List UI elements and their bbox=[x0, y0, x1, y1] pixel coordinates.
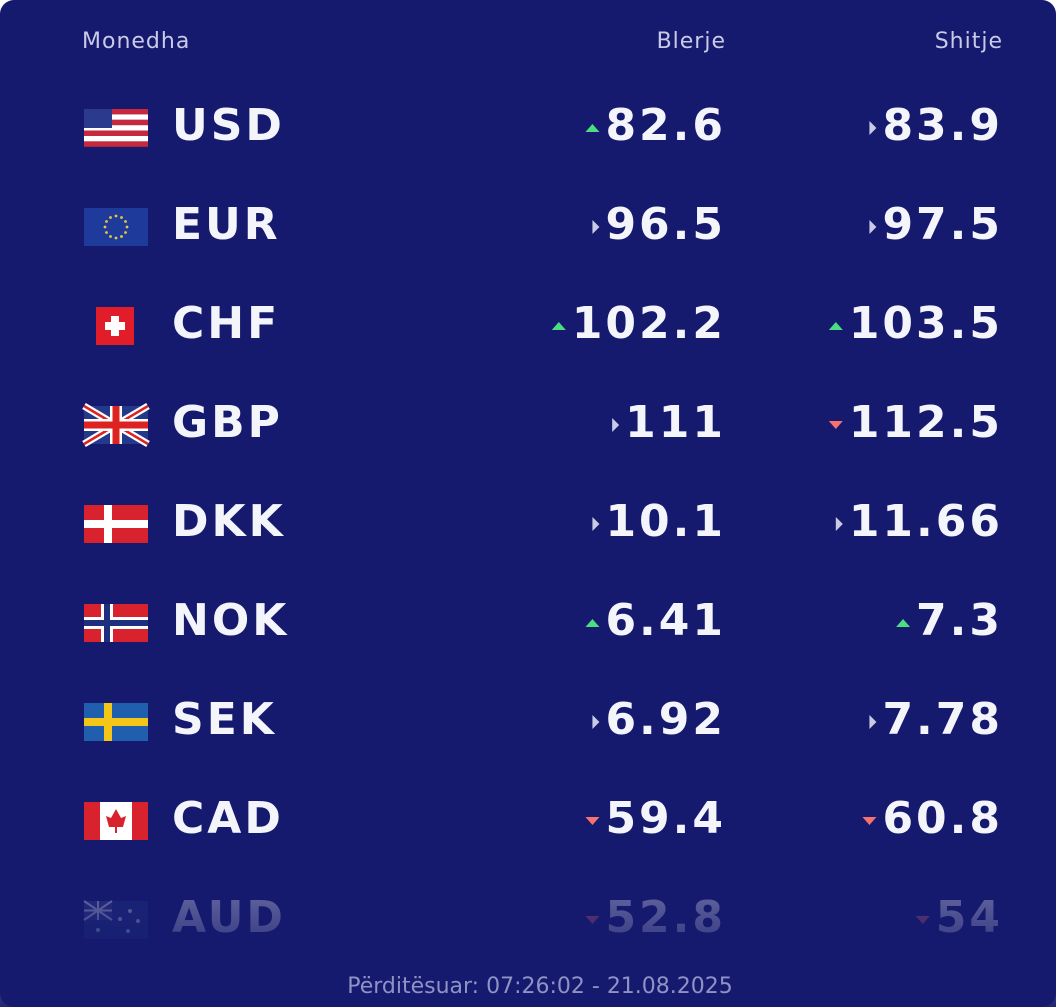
sell-rate: 83.9 bbox=[882, 100, 1003, 151]
flag-part bbox=[84, 125, 148, 131]
flag-part bbox=[84, 136, 148, 142]
currency-code: CAD bbox=[172, 793, 284, 844]
trend-flat bbox=[835, 517, 843, 531]
column-header: Shitje bbox=[935, 29, 1003, 54]
trend-flat bbox=[592, 220, 600, 234]
flag-part bbox=[120, 235, 123, 238]
flag bbox=[84, 802, 148, 840]
sell-rate: 103.5 bbox=[849, 298, 1003, 349]
currency-code: EUR bbox=[172, 199, 281, 250]
trend-up bbox=[896, 619, 911, 627]
flag-part bbox=[124, 231, 127, 234]
trend-flat bbox=[592, 715, 600, 729]
flag-part bbox=[132, 802, 148, 840]
flag-part bbox=[114, 214, 118, 218]
flag-part bbox=[84, 109, 148, 115]
flag bbox=[84, 109, 148, 147]
flag-part bbox=[84, 421, 148, 429]
rate-row: CHF 102.2 103.5 bbox=[96, 298, 1003, 349]
fade-overlay bbox=[0, 860, 1056, 1007]
flag-part bbox=[84, 802, 100, 840]
trend-flat bbox=[869, 220, 877, 234]
currency-code: GBP bbox=[172, 397, 283, 448]
trend-flat bbox=[869, 715, 877, 729]
flag-part bbox=[124, 220, 127, 223]
buy-rate: 10.1 bbox=[605, 496, 726, 547]
flag-part bbox=[84, 114, 148, 120]
sell-rate: 7.3 bbox=[916, 595, 1003, 646]
buy-rate: 59.4 bbox=[605, 793, 726, 844]
flag-part bbox=[114, 236, 118, 240]
rate-row: CAD 59.4 60.8 bbox=[84, 793, 1003, 844]
flag-part bbox=[84, 119, 148, 126]
sell-rate: 60.8 bbox=[882, 793, 1003, 844]
currency-code: DKK bbox=[172, 496, 286, 547]
trend-up bbox=[551, 322, 566, 330]
flag-part bbox=[125, 225, 129, 229]
column-header: Monedha bbox=[82, 29, 190, 54]
currency-code: NOK bbox=[172, 595, 289, 646]
flag-part bbox=[84, 620, 148, 626]
buy-rate: 111 bbox=[625, 397, 726, 448]
flag bbox=[96, 307, 134, 345]
updated-text: Përditësuar: 07:26:02 - 21.08.2025 bbox=[347, 974, 733, 999]
trend-up bbox=[585, 124, 600, 132]
flag-part bbox=[106, 809, 126, 833]
trend-down bbox=[862, 817, 877, 825]
flag-part bbox=[84, 208, 148, 246]
sell-rate: 97.5 bbox=[882, 199, 1003, 250]
rate-row: SEK 6.92 7.78 bbox=[84, 694, 1003, 745]
flag-part bbox=[105, 220, 108, 223]
flag bbox=[84, 208, 148, 246]
sell-rate: 7.78 bbox=[882, 694, 1003, 745]
sell-rate: 11.66 bbox=[849, 496, 1003, 547]
sell-rate: 112.5 bbox=[849, 397, 1003, 448]
trend-up bbox=[585, 619, 600, 627]
currency-code: USD bbox=[172, 100, 285, 151]
rate-row: USD 82.6 83.9 bbox=[84, 100, 1003, 151]
rate-row: NOK 6.41 7.3 bbox=[84, 595, 1003, 646]
trend-up bbox=[828, 322, 843, 330]
buy-rate: 102.2 bbox=[572, 298, 726, 349]
trend-down bbox=[585, 817, 600, 825]
flag-part bbox=[84, 141, 148, 147]
rate-row: DKK 10.1 11.66 bbox=[84, 496, 1003, 547]
flag bbox=[82, 402, 150, 448]
buy-rate: 96.5 bbox=[605, 199, 726, 250]
currency-code: SEK bbox=[172, 694, 277, 745]
buy-rate: 6.41 bbox=[605, 595, 726, 646]
flag bbox=[84, 703, 148, 741]
flag-part bbox=[109, 216, 112, 219]
flag-part bbox=[120, 216, 123, 219]
flag-part bbox=[84, 109, 112, 128]
currency-code: CHF bbox=[172, 298, 280, 349]
trend-flat bbox=[592, 517, 600, 531]
rate-row: GBP 111 112.5 bbox=[82, 397, 1003, 448]
flag-part bbox=[84, 520, 148, 528]
trend-down bbox=[828, 421, 843, 429]
flag-part bbox=[103, 225, 107, 229]
buy-rate: 6.92 bbox=[605, 694, 726, 745]
flag-part bbox=[84, 130, 148, 136]
trend-flat bbox=[869, 121, 877, 135]
buy-rate: 82.6 bbox=[605, 100, 726, 151]
flag bbox=[84, 505, 148, 543]
flag-part bbox=[109, 235, 112, 238]
trend-flat bbox=[612, 418, 620, 432]
flag-part bbox=[105, 322, 125, 330]
flag-part bbox=[84, 718, 148, 726]
rate-row: EUR 96.5 97.5 bbox=[84, 199, 1003, 250]
column-header: Blerje bbox=[657, 29, 726, 54]
flag-part bbox=[105, 231, 108, 234]
flag bbox=[84, 604, 148, 642]
